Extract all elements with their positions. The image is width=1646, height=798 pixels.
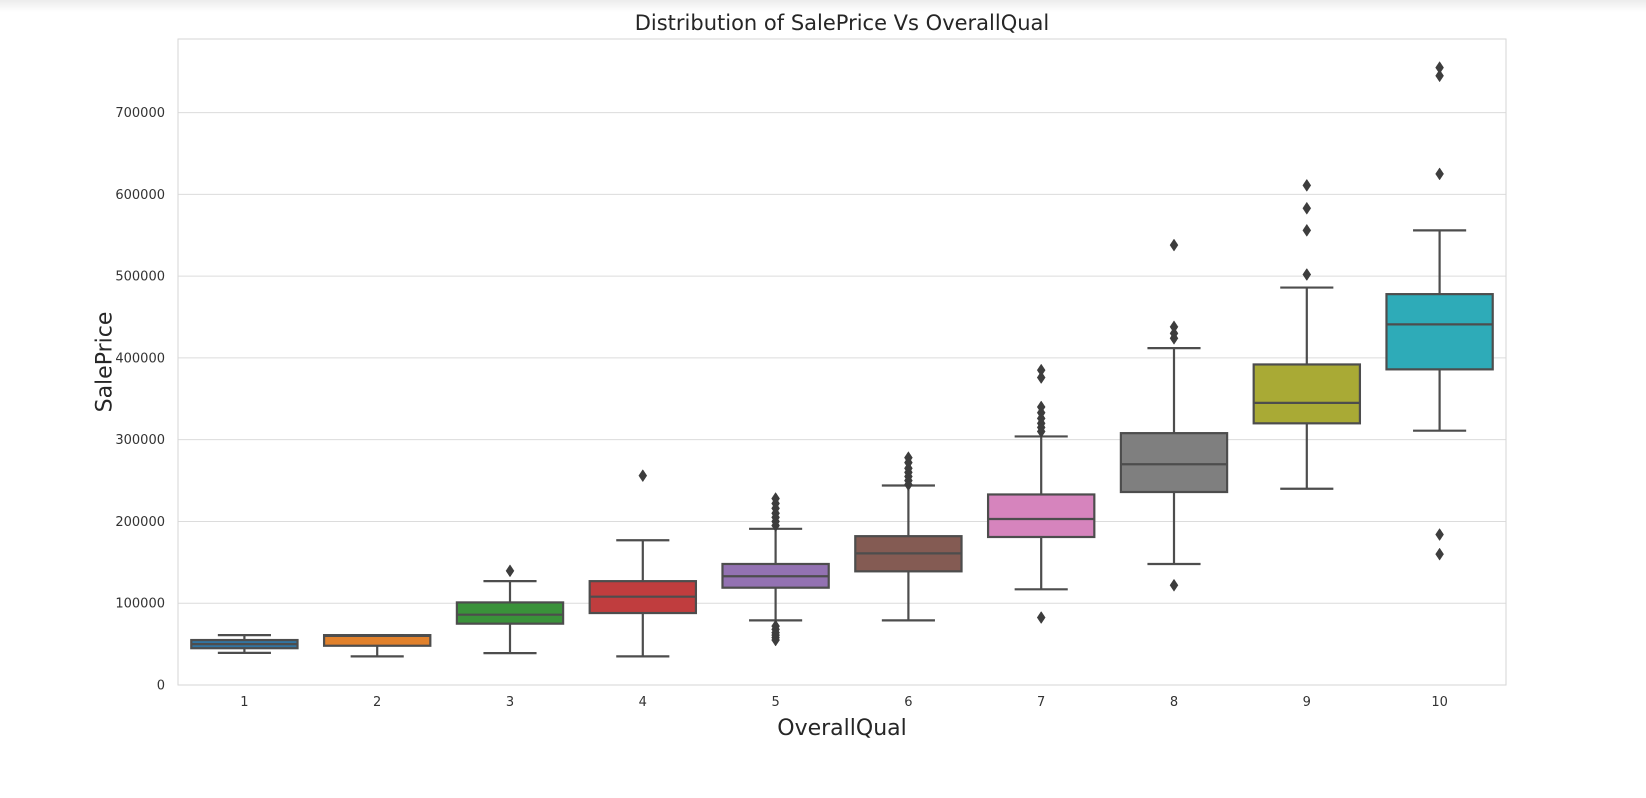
outlier-point xyxy=(1435,167,1444,181)
x-tick-label: 3 xyxy=(506,695,514,710)
iqr-box xyxy=(1385,293,1494,371)
box-group-2 xyxy=(322,634,432,658)
outlier-point xyxy=(1302,178,1312,192)
box-group-6 xyxy=(854,451,963,622)
outlier-point xyxy=(1036,611,1046,624)
y-tick-label: 500000 xyxy=(115,270,165,285)
outlier-point xyxy=(1169,326,1179,340)
outlier-point xyxy=(1302,268,1312,281)
outlier-point xyxy=(1302,223,1312,237)
x-tick-label: 2 xyxy=(373,695,381,710)
outlier-point xyxy=(1169,320,1179,334)
y-tick-label: 700000 xyxy=(115,106,165,121)
box-group-10 xyxy=(1385,61,1494,561)
outlier-point xyxy=(1036,363,1046,377)
x-tick-label: 7 xyxy=(1037,695,1045,710)
box-group-3 xyxy=(455,564,565,655)
box-group-9 xyxy=(1252,178,1362,490)
iqr-box xyxy=(1252,363,1362,425)
y-tick-label: 400000 xyxy=(115,351,165,366)
chart-title: Distribution of SalePrice Vs OverallQual xyxy=(635,11,1050,35)
y-tick-label: 100000 xyxy=(115,597,165,612)
plot-area-frame xyxy=(177,38,1507,686)
outlier-point xyxy=(1302,201,1312,215)
iqr-box xyxy=(455,601,565,625)
outlier-point xyxy=(505,564,515,578)
x-tick-label: 8 xyxy=(1170,695,1178,710)
outlier-point xyxy=(771,492,780,506)
outlier-point xyxy=(771,619,780,633)
x-tick-label: 5 xyxy=(771,695,779,710)
outlier-point xyxy=(1169,578,1179,592)
y-tick-label: 0 xyxy=(157,679,165,694)
y-tick-label: 200000 xyxy=(115,515,165,530)
box-group-8 xyxy=(1119,238,1229,592)
y-tick-label: 300000 xyxy=(115,433,165,448)
iqr-box xyxy=(1119,432,1229,494)
outlier-point xyxy=(1036,400,1046,414)
x-tick-label: 6 xyxy=(904,695,912,710)
outlier-point xyxy=(1036,371,1046,384)
outlier-point xyxy=(638,469,648,483)
x-tick-label: 10 xyxy=(1431,695,1448,710)
y-tick-labels: 0 100000 200000 300000 400000 500000 600000 700… xyxy=(115,106,165,693)
x-axis-label: OverallQual xyxy=(777,716,906,741)
x-tick-label: 9 xyxy=(1303,695,1311,710)
outlier-point xyxy=(1435,547,1444,561)
outlier-point xyxy=(1169,238,1179,252)
x-tick-label: 1 xyxy=(240,695,248,710)
outlier-point xyxy=(904,451,913,465)
box-group-4 xyxy=(588,469,698,658)
boxes-layer xyxy=(190,61,1494,658)
box-group-1 xyxy=(190,634,299,654)
y-tick-label: 600000 xyxy=(115,188,165,203)
outlier-point xyxy=(1435,61,1444,75)
outlier-point xyxy=(1435,69,1444,83)
box-group-7 xyxy=(986,363,1096,624)
x-tick-labels: 1 2 3 4 5 6 7 8 9 10 xyxy=(240,695,1448,710)
iqr-box xyxy=(986,493,1096,539)
y-axis-label: SalePrice xyxy=(93,312,118,413)
x-tick-label: 4 xyxy=(639,695,647,710)
box-group-5 xyxy=(721,492,830,647)
window-top-shade xyxy=(0,0,1646,12)
outlier-point xyxy=(1435,528,1444,541)
